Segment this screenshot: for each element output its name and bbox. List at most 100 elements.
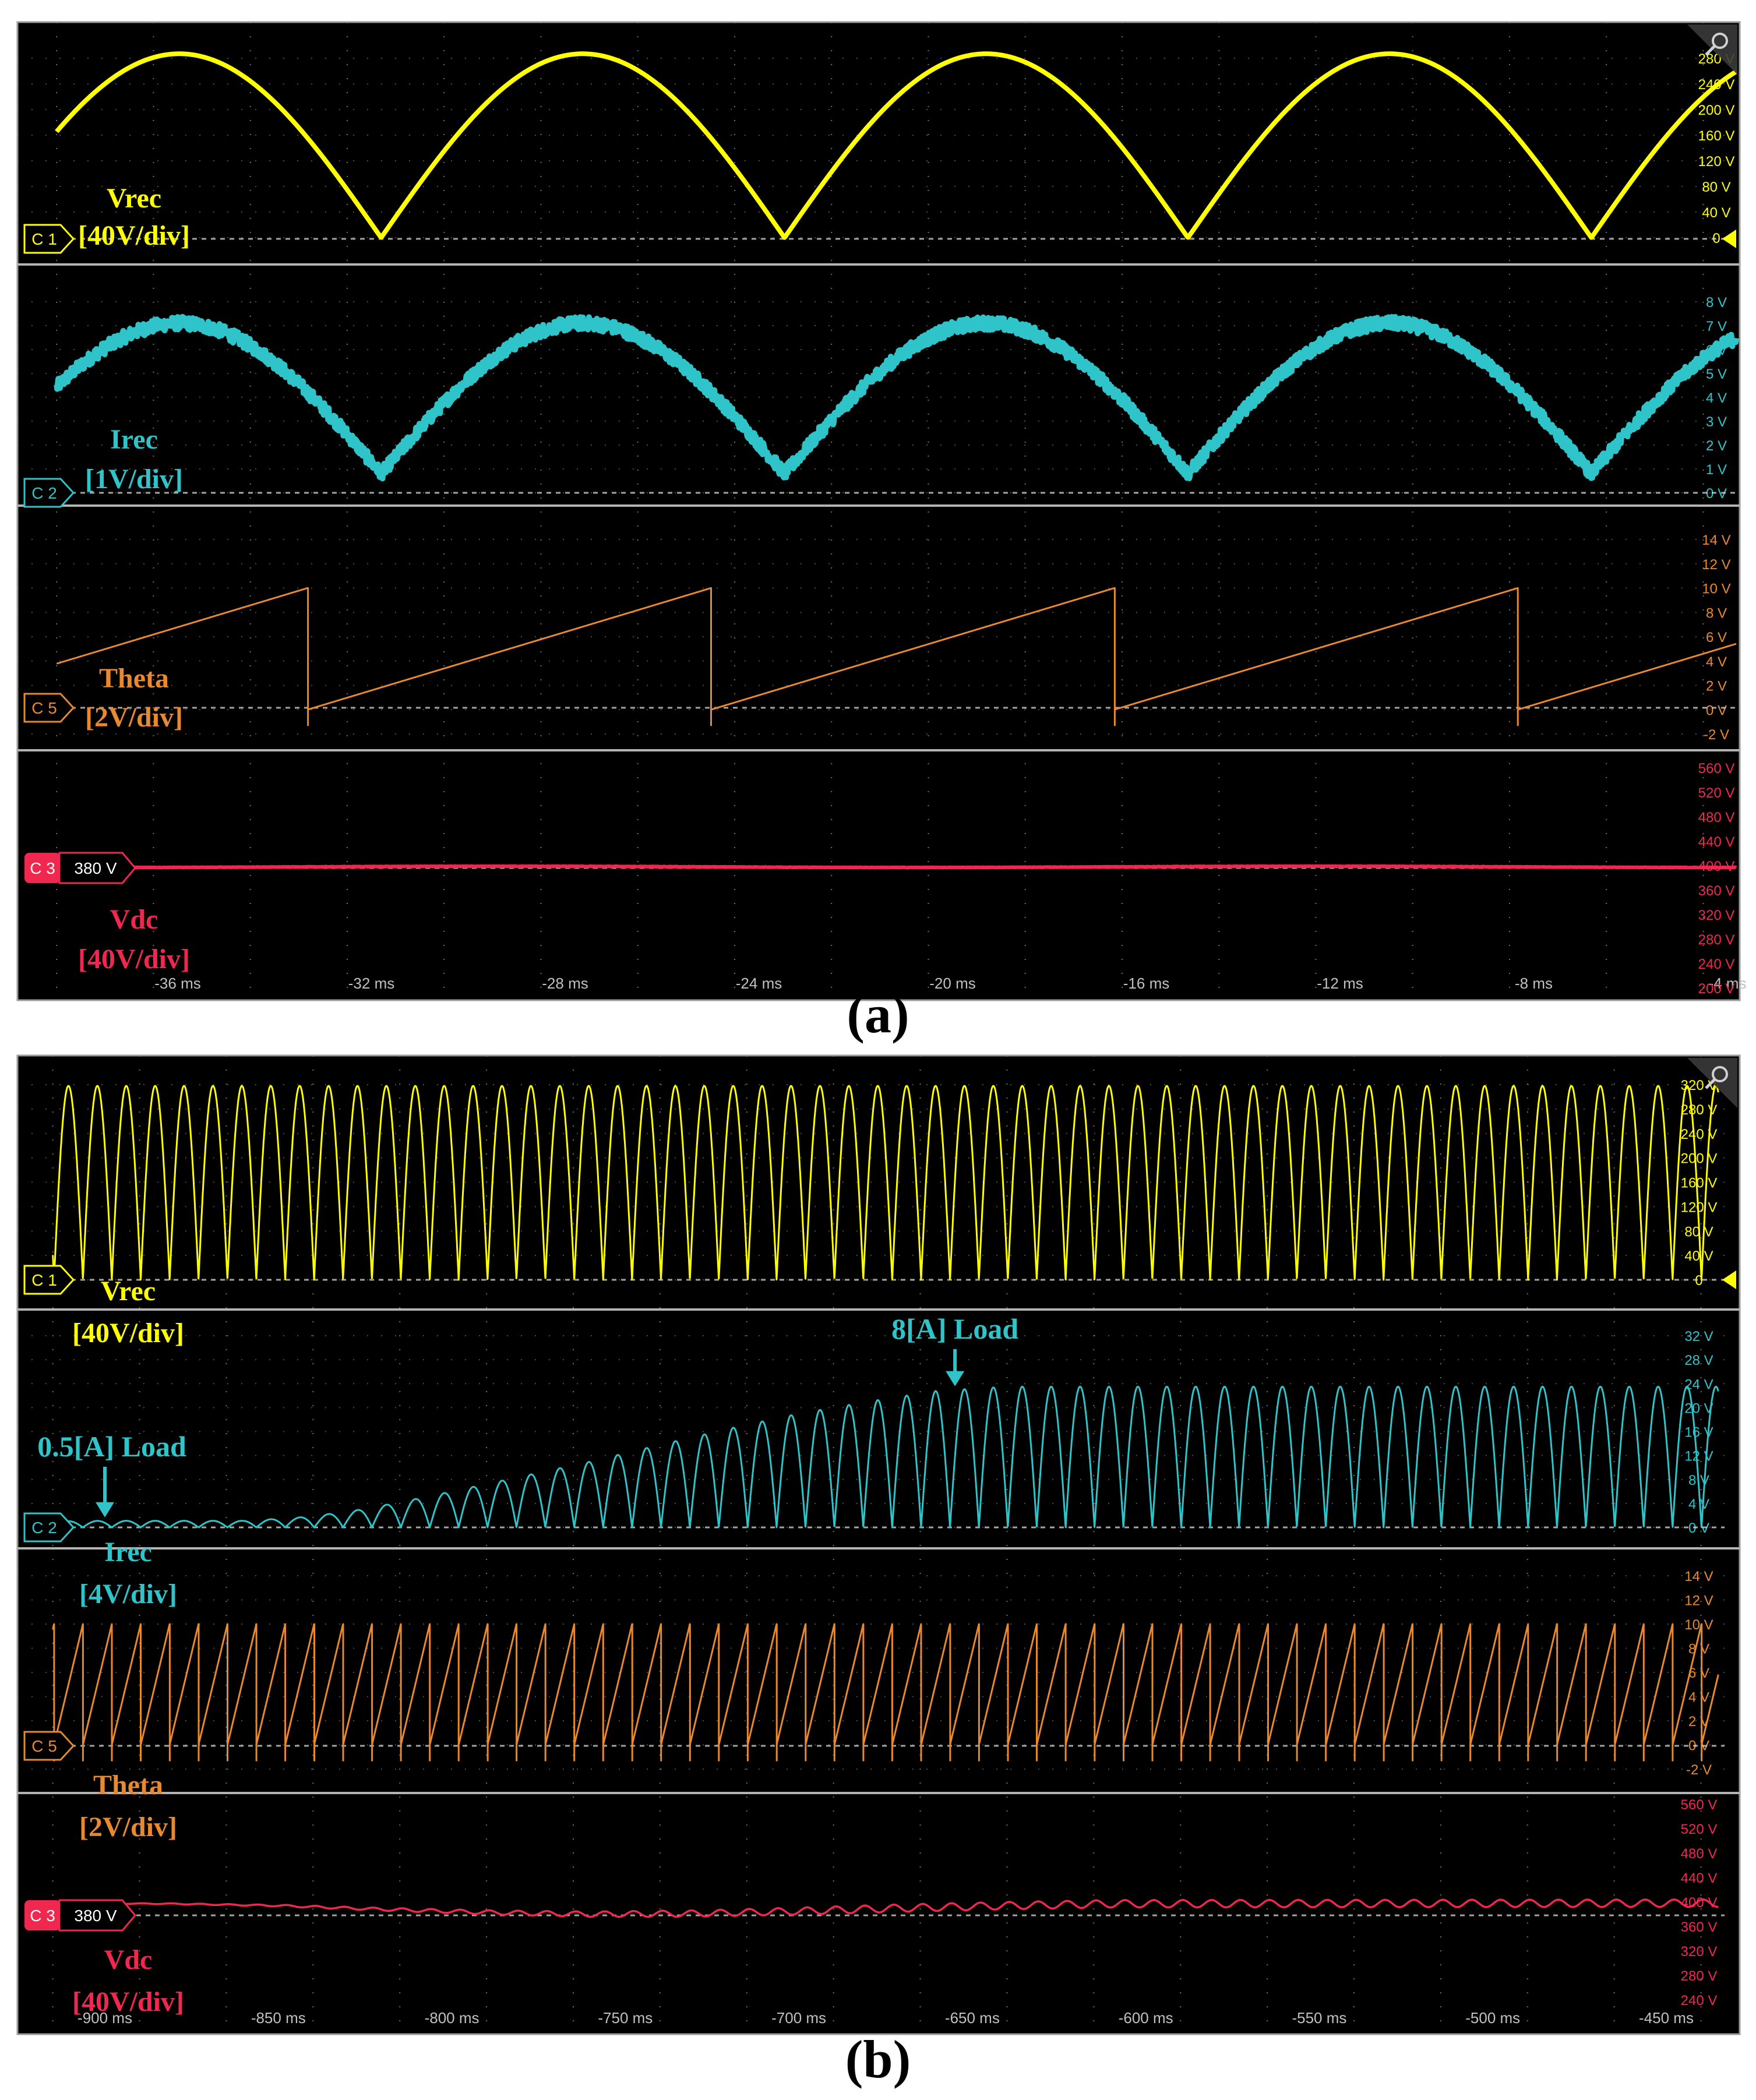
time-tick-label: -36 ms <box>154 975 200 992</box>
channel-badge-c3 <box>24 853 61 883</box>
channel-scale-label: 6 V <box>1688 1665 1709 1681</box>
channel-scale-vdc: [40V/div] <box>72 1986 184 2017</box>
panel-a-screen <box>16 21 1741 1001</box>
time-tick-label: -16 ms <box>1123 975 1169 992</box>
ground-level-marker-icon <box>1722 230 1736 248</box>
channel-badge-label: C 5 <box>31 1737 57 1755</box>
panel-b-screen <box>16 1054 1741 2035</box>
channel-scale-label: 2 V <box>1706 438 1727 454</box>
trace-vrec-a <box>55 51 1738 240</box>
annotation-arrow-head-icon <box>946 1371 965 1386</box>
panel-b-grid <box>52 1056 1702 2034</box>
time-tick-label: -450 ms <box>1639 2009 1694 2027</box>
channel-scale-theta: [2V/div] <box>79 1812 177 1843</box>
channel-scale-vdc: [40V/div] <box>78 944 190 975</box>
trace-irec-b <box>52 1385 1719 1529</box>
channel-name-irec: Irec <box>110 424 158 455</box>
waveform-vrec <box>52 1085 1719 1281</box>
channel-scale-label: 160 V <box>1681 1176 1718 1191</box>
channel-badge-label: C 3 <box>30 1907 55 1925</box>
channel-scale-label: 40 V <box>1702 205 1730 221</box>
channel-scale-label: 10 V <box>1702 581 1730 597</box>
channel-scale-label: 4 V <box>1706 390 1727 406</box>
channel-scale-label: 12 V <box>1684 1593 1713 1609</box>
time-tick-label: -900 ms <box>77 2009 132 2027</box>
channel-scale-label: 480 V <box>1698 810 1735 825</box>
channel-scale-label: -2 V <box>1686 1762 1712 1778</box>
channel-scale-label: 160 V <box>1698 128 1735 144</box>
time-tick-label: -750 ms <box>598 2009 653 2027</box>
channel-name-theta: Theta <box>99 663 169 694</box>
channel-scale-label: 14 V <box>1702 532 1730 548</box>
channel-badge-c2 <box>23 1512 75 1543</box>
ground-level-marker-icon <box>1722 1270 1736 1289</box>
annotation-load-label: 0.5[A] Load <box>37 1430 186 1463</box>
time-tick-label: -20 ms <box>929 975 975 992</box>
magnify-icon-handle <box>1705 45 1716 56</box>
waveform-irec <box>54 313 1739 482</box>
channel-badge-label: C 2 <box>31 484 57 502</box>
channel-name-theta: Theta <box>93 1770 163 1801</box>
channel-offset-box <box>58 1899 136 1932</box>
channel-scale-label: 28 V <box>1684 1353 1713 1368</box>
channel-scale-label: 3 V <box>1706 414 1727 430</box>
channel-name-vdc: Vdc <box>110 904 158 935</box>
time-tick-label: -600 ms <box>1119 2009 1173 2027</box>
channel-scale-vrec: [40V/div] <box>78 220 190 251</box>
trace-theta-b <box>52 1623 1719 1762</box>
waveform-vrec <box>55 51 1738 240</box>
channel-scale-label: 200 V <box>1681 1151 1718 1167</box>
time-tick-label: -700 ms <box>771 2009 826 2027</box>
magnify-icon-lens <box>1712 1066 1728 1082</box>
channel-scale-label: 8 V <box>1688 1642 1709 1657</box>
channel-scale-label: 360 V <box>1698 883 1735 899</box>
time-tick-label: -4 ms <box>1709 975 1747 992</box>
channel-scale-label: 280 V <box>1681 1968 1718 1984</box>
channel-scale-label: 8 V <box>1706 295 1727 310</box>
channel-scale-label: 5 V <box>1706 366 1727 382</box>
channel-offset-label: 380 V <box>74 1907 117 1925</box>
magnify-icon-lens <box>1712 33 1728 49</box>
channel-badge-label: C 2 <box>31 1519 57 1537</box>
channel-scale-label: 560 V <box>1698 761 1735 777</box>
channel-badge-c3 <box>24 1900 61 1930</box>
channel-name-vrec: Vrec <box>101 1276 156 1307</box>
channel-scale-label: 1 V <box>1706 462 1727 478</box>
channel-badge-label: C 1 <box>31 230 57 248</box>
annotation-arrow-head-icon <box>96 1502 114 1517</box>
channel-scale-label: 7 V <box>1706 319 1727 334</box>
channel-scale-label: 40 V <box>1684 1248 1713 1264</box>
channel-scale-label: 8 V <box>1706 605 1727 621</box>
waveform-irec <box>52 1385 1719 1529</box>
channel-badge-c1 <box>23 1265 75 1295</box>
time-tick-label: -550 ms <box>1292 2009 1346 2027</box>
time-tick-label: -800 ms <box>425 2009 479 2027</box>
time-tick-label: -650 ms <box>945 2009 1000 2027</box>
channel-scale-label: 4 V <box>1706 654 1727 670</box>
magnify-icon-handle <box>1705 1078 1716 1089</box>
time-tick-label: -28 ms <box>542 975 588 992</box>
channel-scale-label: 12 V <box>1684 1449 1713 1464</box>
time-tick-label: -24 ms <box>736 975 782 992</box>
annotation-load-label: 8[A] Load <box>891 1312 1018 1345</box>
panel-a-scope: -36 ms -32 ms -28 ms -24 ms -20 ms -16 ms -12 … <box>16 21 1747 1001</box>
time-tick-label: -12 ms <box>1317 975 1363 992</box>
channel-badge-label: C 1 <box>31 1271 57 1289</box>
channel-scale-label: 200 V <box>1698 981 1735 997</box>
channel-scale-label: 32 V <box>1684 1329 1713 1344</box>
trace-vrec-b <box>52 1085 1719 1281</box>
channel-scale-label: 14 V <box>1684 1569 1713 1584</box>
channel-scale-label: 80 V <box>1702 179 1730 195</box>
channel-name-irec: Irec <box>104 1537 152 1568</box>
channel-badge-c2 <box>23 478 75 508</box>
time-tick-label: -850 ms <box>251 2009 306 2027</box>
channel-badge-label: C 3 <box>30 859 55 877</box>
channel-scale-irec: [1V/div] <box>85 464 183 495</box>
channel-scale-label: 440 V <box>1681 1870 1718 1886</box>
channel-scale-label: 320 V <box>1698 908 1735 923</box>
channel-scale-label: 120 V <box>1698 154 1735 170</box>
channel-scale-label: 20 V <box>1684 1400 1713 1416</box>
channel-scale-label: 280 V <box>1698 932 1735 948</box>
channel-scale-label: 2 V <box>1706 679 1727 694</box>
